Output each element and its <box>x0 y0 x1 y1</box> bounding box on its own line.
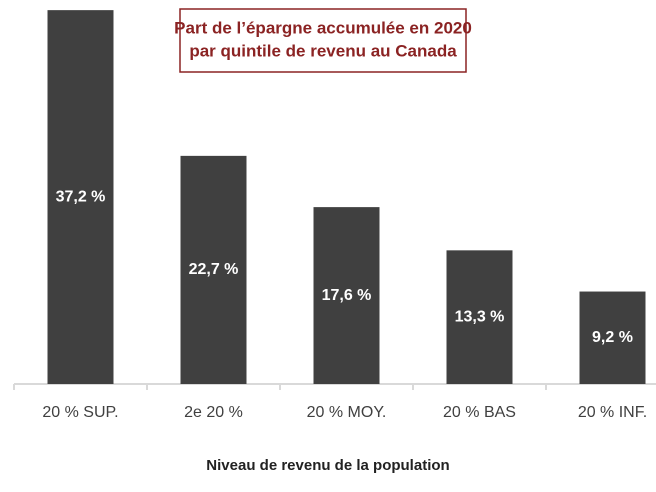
value-label: 22,7 % <box>189 261 239 278</box>
bar <box>313 207 380 384</box>
value-label: 17,6 % <box>322 287 372 304</box>
x-tick-label: 20 % SUP. <box>42 404 118 421</box>
x-tick-label: 20 % MOY. <box>307 404 387 421</box>
bar <box>446 250 513 384</box>
chart-title: par quintile de revenu au Canada <box>189 41 457 60</box>
title-box <box>179 8 467 73</box>
value-label: 9,2 % <box>592 329 633 346</box>
bar <box>180 155 247 384</box>
chart-title: Part de l’épargne accumulée en 2020 <box>174 18 472 37</box>
x-tick-label: 2e 20 % <box>184 404 243 421</box>
x-tick-label: 20 % INF. <box>578 404 647 421</box>
value-label: 37,2 % <box>56 188 106 205</box>
bar <box>47 10 114 384</box>
bar <box>579 291 646 384</box>
value-label: 13,3 % <box>455 308 505 325</box>
x-tick-label: 20 % BAS <box>443 404 516 421</box>
x-axis-label: Niveau de revenu de la population <box>206 457 449 474</box>
